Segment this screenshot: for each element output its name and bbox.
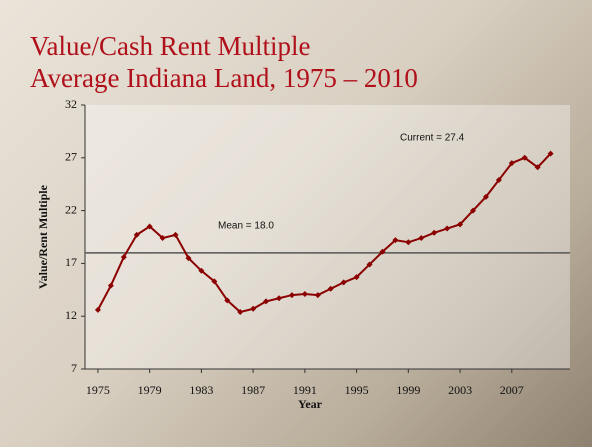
data-point: [250, 305, 257, 312]
data-point: [237, 308, 244, 315]
x-tick-label: 1995: [345, 383, 369, 397]
data-point: [508, 160, 515, 167]
data-point: [107, 282, 114, 289]
data-point: [198, 267, 205, 274]
data-point: [276, 295, 282, 302]
data-point: [159, 235, 166, 242]
data-point: [482, 193, 489, 200]
y-tick-label: 22: [65, 202, 77, 216]
data-point: [224, 297, 231, 304]
data-point: [353, 274, 360, 281]
data-point: [457, 221, 464, 228]
data-point: [521, 154, 528, 161]
x-tick-label: 2007: [500, 383, 524, 397]
x-tick-label: 1979: [138, 383, 162, 397]
data-point: [288, 292, 295, 299]
data-point: [379, 248, 386, 255]
data-point: [263, 298, 270, 305]
y-tick-label: 12: [65, 308, 77, 322]
data-point: [392, 237, 399, 244]
x-tick-label: 1987: [241, 383, 265, 397]
chart-title: Value/Cash Rent Multiple Average Indiana …: [30, 30, 418, 94]
x-tick-label: 1983: [189, 383, 213, 397]
data-point: [534, 164, 541, 171]
data-point: [470, 207, 476, 214]
x-tick-label: 2003: [448, 383, 472, 397]
current-label: Current = 27.4: [400, 133, 465, 144]
title-line: Value/Cash Rent Multiple: [30, 31, 311, 61]
subtitle-line: Average Indiana Land, 1975 – 2010: [30, 63, 418, 93]
x-tick-label: 1975: [86, 383, 110, 397]
x-tick-label: 1999: [396, 383, 420, 397]
data-point: [314, 292, 321, 299]
data-point: [405, 239, 412, 246]
y-tick-label: 27: [65, 150, 77, 164]
data-point: [327, 285, 334, 292]
data-point: [94, 306, 101, 313]
data-point: [547, 150, 554, 157]
data-point: [185, 255, 192, 262]
x-tick-label: 1991: [293, 383, 317, 397]
data-point: [172, 231, 179, 238]
data-point: [146, 223, 153, 230]
data-point: [366, 261, 373, 268]
data-point: [495, 176, 502, 183]
data-point: [211, 278, 218, 285]
data-point: [431, 229, 438, 236]
data-point: [301, 291, 308, 298]
y-tick-label: 17: [65, 255, 77, 269]
plot-area: [85, 105, 570, 369]
y-tick-label: 32: [65, 97, 77, 111]
mean-label: Mean = 18.0: [218, 221, 274, 232]
x-axis-label: Year: [298, 397, 323, 411]
y-tick-label: 7: [71, 361, 77, 375]
data-point: [133, 231, 140, 238]
y-axis-label: Value/Rent Multiple: [36, 184, 50, 289]
data-point: [120, 254, 127, 261]
data-point: [418, 235, 425, 242]
data-point: [340, 279, 347, 286]
data-point: [444, 225, 451, 232]
